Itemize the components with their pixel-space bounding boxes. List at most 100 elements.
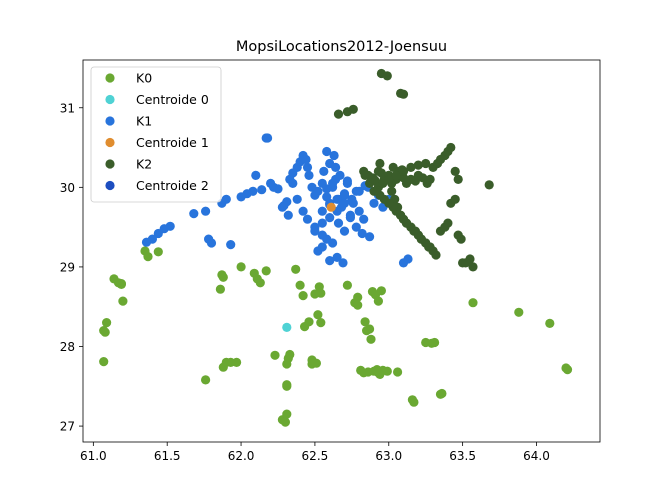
data-point bbox=[236, 262, 246, 272]
data-point bbox=[468, 262, 478, 272]
data-point bbox=[226, 240, 236, 250]
data-point bbox=[325, 256, 335, 266]
data-point bbox=[189, 209, 199, 219]
data-point bbox=[317, 242, 327, 252]
data-point bbox=[201, 375, 211, 385]
y-tick-label: 29 bbox=[60, 260, 75, 274]
data-point bbox=[317, 218, 327, 228]
data-point bbox=[217, 270, 227, 280]
x-tick-label: 63.5 bbox=[449, 449, 476, 463]
data-point bbox=[282, 322, 292, 332]
data-point bbox=[255, 278, 265, 288]
legend-marker bbox=[105, 73, 115, 83]
x-tick-label: 64.0 bbox=[523, 449, 550, 463]
data-point bbox=[206, 238, 217, 248]
data-point bbox=[326, 202, 336, 212]
data-point bbox=[360, 317, 370, 327]
y-tick-label: 28 bbox=[60, 340, 75, 354]
data-point bbox=[403, 254, 413, 264]
data-point bbox=[353, 300, 363, 310]
data-point bbox=[514, 307, 524, 317]
data-point bbox=[373, 296, 383, 306]
legend-marker bbox=[105, 137, 115, 148]
data-point bbox=[319, 166, 329, 176]
legend-label: Centroide 2 bbox=[136, 178, 209, 193]
data-point bbox=[331, 162, 341, 172]
data-point bbox=[282, 409, 292, 419]
data-point bbox=[270, 350, 280, 360]
data-point bbox=[366, 334, 376, 344]
data-point bbox=[413, 160, 423, 170]
series-k2 bbox=[333, 68, 494, 272]
data-point bbox=[335, 170, 345, 180]
data-point bbox=[354, 206, 364, 216]
data-point bbox=[288, 178, 298, 188]
data-point bbox=[562, 365, 573, 375]
data-point bbox=[302, 162, 313, 172]
data-point bbox=[283, 210, 293, 220]
data-point bbox=[100, 327, 110, 337]
data-point bbox=[298, 206, 308, 216]
data-point bbox=[351, 222, 361, 232]
data-point bbox=[339, 226, 350, 236]
data-point bbox=[282, 380, 292, 390]
data-point bbox=[313, 186, 323, 196]
data-point bbox=[301, 154, 311, 165]
data-point bbox=[302, 214, 313, 224]
data-point bbox=[304, 317, 314, 327]
data-point bbox=[273, 184, 283, 194]
data-point bbox=[332, 252, 342, 262]
data-point bbox=[465, 254, 475, 264]
legend: K0 Centroide 0 K1 Centroide 1 K2 Centroide 2 bbox=[90, 66, 222, 203]
data-point bbox=[398, 89, 409, 99]
data-point bbox=[348, 104, 358, 114]
data-point bbox=[437, 388, 447, 399]
data-point bbox=[393, 367, 403, 377]
data-point bbox=[116, 279, 126, 289]
data-point bbox=[118, 296, 128, 306]
data-point bbox=[357, 228, 367, 239]
data-point bbox=[332, 194, 342, 204]
legend-marker bbox=[105, 180, 115, 191]
data-point bbox=[328, 178, 338, 188]
data-point bbox=[147, 234, 157, 244]
data-point bbox=[215, 284, 225, 294]
data-point bbox=[292, 194, 302, 204]
data-point bbox=[450, 194, 460, 204]
data-point bbox=[365, 232, 375, 242]
data-points bbox=[99, 68, 573, 427]
series-centroide-1 bbox=[326, 202, 336, 212]
series-centroide-0 bbox=[282, 322, 292, 332]
legend-box bbox=[90, 66, 222, 203]
data-point bbox=[421, 158, 431, 169]
data-point bbox=[354, 186, 364, 196]
data-point bbox=[456, 234, 466, 244]
data-point bbox=[339, 198, 350, 208]
data-point bbox=[221, 194, 231, 204]
legend-label: K1 bbox=[136, 114, 152, 129]
data-point bbox=[345, 213, 355, 223]
data-point bbox=[369, 198, 379, 208]
data-point bbox=[360, 170, 370, 180]
data-point bbox=[99, 357, 109, 367]
x-tick-label: 63.0 bbox=[375, 449, 402, 463]
data-point bbox=[280, 417, 290, 427]
data-point bbox=[453, 174, 463, 184]
data-point bbox=[248, 186, 258, 196]
data-point bbox=[333, 109, 344, 119]
data-point bbox=[468, 298, 478, 308]
data-point bbox=[325, 213, 335, 223]
data-point bbox=[298, 291, 308, 301]
series-k0 bbox=[99, 246, 573, 427]
x-tick-label: 61.5 bbox=[154, 449, 181, 463]
data-point bbox=[387, 186, 397, 196]
data-point bbox=[353, 292, 363, 302]
data-point bbox=[140, 246, 150, 256]
data-point bbox=[263, 133, 273, 143]
data-point bbox=[261, 266, 271, 276]
series-k1 bbox=[141, 133, 413, 268]
data-point bbox=[382, 366, 392, 376]
legend-label: Centroide 0 bbox=[136, 92, 209, 107]
data-point bbox=[338, 258, 348, 268]
